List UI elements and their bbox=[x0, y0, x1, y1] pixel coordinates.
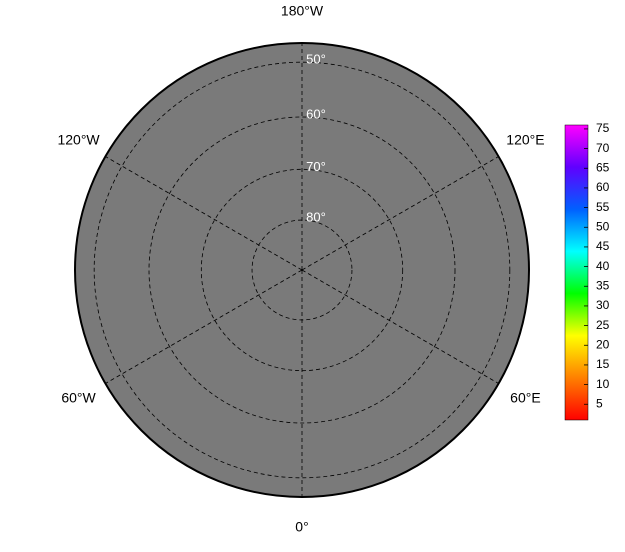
colorbar-scale bbox=[564, 124, 589, 421]
colorbar-label: 35 bbox=[596, 278, 610, 292]
colorbar-label: 50 bbox=[596, 219, 610, 233]
colorbar-label: 15 bbox=[596, 357, 610, 371]
colorbar-label: 60 bbox=[596, 180, 610, 194]
meridian bbox=[301, 269, 499, 384]
colorbar-label: 65 bbox=[596, 160, 610, 174]
longitude-label: 60°W bbox=[61, 390, 96, 406]
colorbar-label: 30 bbox=[596, 298, 610, 312]
parallel bbox=[148, 116, 456, 424]
colorbar-label: 70 bbox=[596, 141, 610, 155]
longitude-label: 120°W bbox=[57, 132, 100, 148]
parallel bbox=[200, 168, 404, 372]
longitude-label: 120°E bbox=[506, 132, 544, 148]
longitude-label: 180°W bbox=[281, 3, 324, 19]
parallel bbox=[93, 61, 511, 479]
meridian bbox=[105, 156, 303, 271]
latitude-label: 80° bbox=[306, 209, 326, 224]
meridian bbox=[105, 269, 303, 384]
colorbar-label: 45 bbox=[596, 239, 610, 253]
colorbar-label: 10 bbox=[596, 377, 610, 391]
colorbar: 5 10 15 20 25 30 35 40 45 50 55 60 65 70 75 bbox=[564, 121, 610, 421]
parallel bbox=[251, 219, 353, 321]
meridian bbox=[301, 156, 499, 271]
latitude-label: 70° bbox=[306, 159, 326, 174]
longitude-label: 0° bbox=[295, 519, 308, 535]
latitude-label: 50° bbox=[306, 52, 326, 67]
latitude-label: 60° bbox=[306, 106, 326, 121]
colorbar-label: 25 bbox=[596, 318, 610, 332]
colorbar-label: 20 bbox=[596, 337, 610, 351]
colorbar-label: 5 bbox=[596, 396, 603, 410]
longitude-label: 60°E bbox=[510, 390, 541, 406]
colorbar-label: 55 bbox=[596, 200, 610, 214]
colorbar-label: 40 bbox=[596, 259, 610, 273]
colorbar-label: 75 bbox=[596, 121, 610, 135]
graticule bbox=[93, 43, 511, 497]
